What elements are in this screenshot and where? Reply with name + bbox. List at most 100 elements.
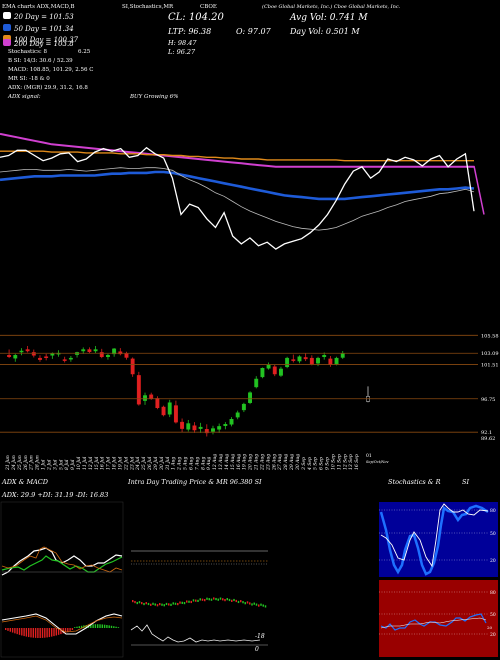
candle-body (278, 368, 283, 376)
intraday-candle (255, 603, 258, 606)
macd-bar (57, 628, 60, 635)
candle-body (173, 405, 178, 423)
intraday-candle (181, 601, 183, 604)
candle-body (81, 349, 86, 352)
intraday-candle (152, 602, 154, 605)
candle-body (198, 426, 203, 429)
intraday-candle (201, 598, 204, 601)
candle-body (229, 418, 234, 425)
macd-bar (9, 628, 11, 632)
ema-drop (473, 165, 485, 215)
date-label: 16 Sep (354, 454, 360, 470)
candle-body (7, 355, 12, 357)
date-label: 6 Aug (188, 457, 194, 470)
price-level-label: 103.09 (481, 351, 499, 357)
intraday-candle (195, 599, 197, 602)
date-label: 9 Jul (70, 459, 76, 470)
adx-macd-panel: ADX & MACD ADX: 29.9 +DI: 31.19 -DI: 16.… (0, 478, 124, 658)
intraday-candle (206, 597, 208, 600)
macd-bar (108, 625, 110, 628)
intraday-candle (165, 602, 168, 606)
legend-ema200: 200 Day = 103.8 (13, 40, 74, 48)
candle-body (322, 355, 327, 357)
price-level-label: 101.51 (481, 363, 499, 369)
candle-body (340, 353, 345, 358)
candle-body (309, 357, 314, 365)
intraday-candle (219, 597, 222, 600)
intraday-candle (233, 598, 235, 602)
candle-body (99, 352, 104, 357)
intraday-candle (186, 600, 188, 603)
date-label: 5 Sep (313, 457, 319, 470)
intraday-candle (222, 598, 224, 601)
intraday-candle (251, 603, 253, 606)
candle-body (155, 398, 160, 409)
cl-value: CL: 104.20 (168, 12, 224, 23)
candle-body (248, 392, 253, 403)
macd-bar (64, 628, 67, 633)
intraday-candle (210, 598, 213, 601)
price-level-label: 92.1 (481, 430, 492, 436)
intraday-candle (147, 602, 150, 606)
stoch-plot: 80 50 20 80 50 20 20 (379, 503, 496, 638)
macd-bar (60, 628, 62, 635)
date-label: 18 Jul (112, 456, 118, 470)
candle-body (112, 348, 117, 355)
date-label: 2 Jul (46, 459, 52, 471)
candle-body (130, 358, 135, 375)
date-label: 26 Jun (23, 455, 29, 471)
ema-lines (0, 132, 485, 250)
macd-bar (46, 628, 48, 638)
macd-bar (117, 627, 120, 628)
intraday-candle (163, 604, 165, 607)
intraday-candle (217, 598, 219, 601)
macd-bar (85, 624, 87, 628)
adx-signal-label: ADX signal: (7, 94, 41, 100)
candle-body (118, 351, 123, 355)
mr-line: MR SI: -18 & 0 (8, 76, 50, 82)
macd-bar (11, 628, 14, 633)
intraday-candle (188, 600, 190, 603)
intraday-candle (242, 601, 244, 604)
macd-bar (14, 628, 16, 634)
macd-bar (34, 628, 37, 638)
date-label: 13 Aug (218, 454, 224, 470)
intraday-candle (179, 601, 181, 604)
date-label: 5 Aug (183, 457, 189, 470)
intraday-candle (237, 600, 240, 604)
rsi-level-label: 20 (490, 632, 496, 638)
macd-bar (106, 624, 108, 628)
macd-bar (28, 628, 30, 638)
date-label: 9 Sep (325, 457, 331, 470)
candlesticks (7, 345, 370, 437)
macd-bar (71, 628, 74, 630)
candle-body (235, 412, 240, 418)
intraday-panel: Intra Day Trading Price & MR 96.380 SI -… (127, 478, 268, 653)
date-label: 29 Aug (289, 454, 295, 471)
macd-bar (115, 626, 117, 628)
date-label: 27 Jun (29, 455, 35, 471)
candle-body (124, 353, 129, 358)
intraday-zero: 0 (255, 646, 259, 653)
macd-bar (30, 628, 32, 638)
intraday-candle (154, 603, 156, 606)
adx-plot (1, 546, 123, 638)
ema50-line (0, 170, 475, 201)
intraday-candle (177, 602, 179, 606)
macd-bar (113, 626, 115, 628)
ltp-value: LTP: 96.38 (167, 27, 211, 36)
mr-line (130, 624, 261, 643)
date-label: 16 Aug (236, 454, 242, 470)
macd-bar (99, 624, 101, 628)
intraday-candle (172, 602, 174, 605)
date-label: 6 Sep (319, 457, 325, 470)
intraday-candle (258, 604, 260, 607)
date-label: 15 Aug (230, 454, 236, 470)
date-label: 28 Aug (283, 454, 289, 471)
candle-body (44, 356, 49, 358)
date-label: 25 Jul (141, 456, 147, 471)
header-indicators: SI,Stochastics,MR (122, 4, 174, 10)
macd-bar (25, 628, 28, 637)
date-label: 5 Jul (58, 459, 64, 470)
